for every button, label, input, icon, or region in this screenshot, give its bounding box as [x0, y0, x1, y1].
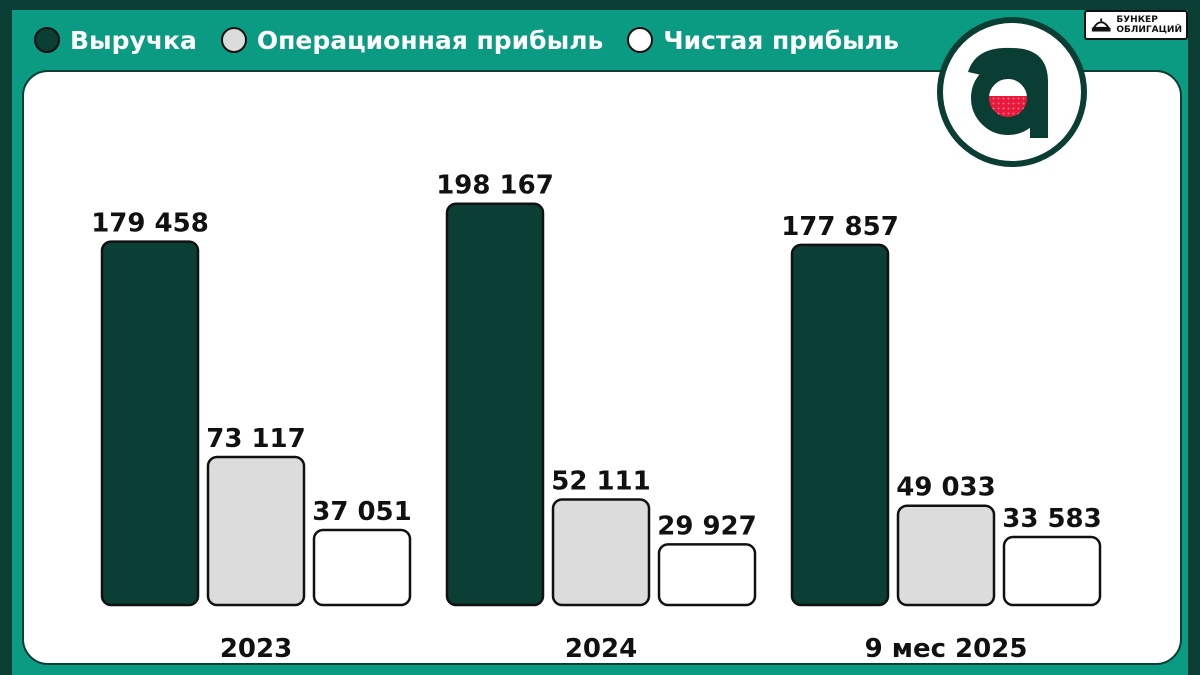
legend-swatch-net-profit [627, 27, 654, 53]
category-label-2023: 2023 [220, 634, 292, 664]
value-label-revenue-2024: 198 167 [436, 171, 554, 201]
bar-revenue-2024 [445, 202, 545, 607]
value-label-operating-profit-9-mes-2025: 49 033 [896, 473, 996, 503]
legend-item-net-profit: Чистая прибыль [627, 26, 899, 55]
value-label-operating-profit-2024: 52 111 [551, 466, 651, 496]
brand-name: БУНКЕР ОБЛИГАЦИЙ [1116, 15, 1182, 35]
brand-line-2: ОБЛИГАЦИЙ [1116, 25, 1182, 35]
bar-net-profit-2023 [312, 528, 412, 607]
bar-net-profit-9-mes-2025 [1002, 535, 1102, 607]
bar-operating-profit-9-mes-2025 [896, 504, 996, 607]
bar-operating-profit-2023 [206, 455, 306, 607]
value-label-net-profit-9-mes-2025: 33 583 [1002, 504, 1102, 534]
value-label-net-profit-2024: 29 927 [657, 511, 757, 541]
legend-label-revenue: Выручка [70, 25, 197, 55]
value-label-revenue-9-mes-2025: 177 857 [781, 212, 899, 242]
legend-swatch-revenue [34, 27, 60, 53]
category-label-9-mes-2025: 9 мес 2025 [865, 634, 1028, 664]
category-label-2024: 2024 [565, 634, 637, 664]
legend-item-revenue: Выручка [34, 26, 197, 55]
value-label-revenue-2023: 179 458 [91, 209, 209, 239]
chart-panel: 179 458 73 117 37 051 2023 198 167 52 111 29 9… [22, 70, 1182, 665]
bunker-icon [1091, 18, 1111, 32]
value-label-operating-profit-2023: 73 117 [206, 424, 306, 454]
brand-badge: БУНКЕР ОБЛИГАЦИЙ [1084, 10, 1188, 40]
bar-revenue-9-mes-2025 [790, 243, 890, 607]
legend-label-net-profit: Чистая прибыль [663, 25, 899, 55]
company-logo-icon [937, 17, 1087, 167]
brand-line-1: БУНКЕР [1116, 15, 1158, 25]
legend-item-operating-profit: Операционная прибыль [220, 25, 604, 55]
legend: Выручка Операционная прибыль Чистая приб… [34, 20, 899, 60]
legend-swatch-operating-profit [220, 27, 247, 53]
bar-net-profit-2024 [657, 543, 757, 607]
value-label-net-profit-2023: 37 051 [312, 497, 412, 527]
bar-operating-profit-2024 [551, 498, 651, 607]
bar-revenue-2023 [100, 240, 200, 607]
legend-label-operating-profit: Операционная прибыль [256, 25, 604, 55]
